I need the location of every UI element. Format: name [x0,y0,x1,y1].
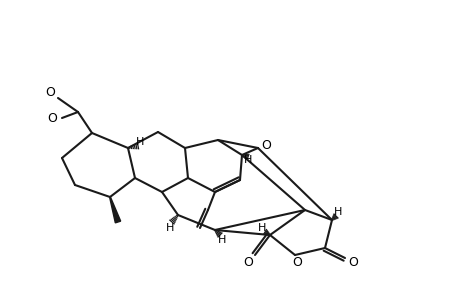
Text: H: H [165,223,174,233]
Text: H: H [243,155,252,165]
Text: H: H [218,235,226,245]
Text: O: O [347,256,357,268]
Text: H: H [333,207,341,217]
Polygon shape [109,197,120,223]
Text: O: O [242,256,252,268]
Text: O: O [261,139,270,152]
Text: O: O [45,85,55,98]
Text: O: O [47,112,57,124]
Text: O: O [291,256,301,268]
Text: H: H [257,223,266,233]
Text: H: H [135,137,144,147]
